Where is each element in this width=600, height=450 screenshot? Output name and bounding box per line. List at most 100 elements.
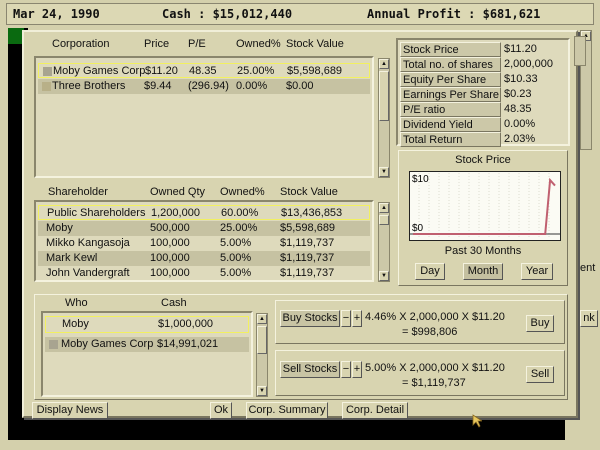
sell-decrease-button[interactable]: −: [341, 361, 351, 378]
col-shareholder: Shareholder: [48, 186, 108, 198]
stock-chart: $10 $0: [409, 171, 561, 241]
owned-qty: 100,000: [150, 267, 190, 279]
day-button[interactable]: Day: [415, 263, 445, 280]
chart-title: Stock Price: [455, 154, 511, 166]
stat-label: Earnings Per Share: [400, 87, 501, 102]
scroll-up-icon[interactable]: ▲: [379, 203, 389, 213]
corp-owned: 0.00%: [236, 80, 268, 92]
col-pe: P/E: [188, 38, 206, 50]
corp-row[interactable]: Three Brothers $9.44 (296.94) 0.00% $0.00: [38, 79, 370, 94]
stock-value: $1,119,737: [280, 267, 335, 279]
col-corporation: Corporation: [52, 38, 110, 50]
corp-header: Corporation Price P/E Owned% Stock Value: [24, 38, 384, 52]
shareholder-name: Mark Kewl: [46, 252, 98, 264]
corp-color-icon: [43, 67, 52, 76]
col-owned: Owned%: [236, 38, 281, 50]
buy-decrease-button[interactable]: −: [341, 310, 351, 327]
buy-result: = $998,806: [402, 326, 458, 338]
sell-panel: Sell Stocks − + 5.00% X 2,000,000 X $11.…: [275, 350, 565, 396]
shareholder-scrollbar[interactable]: ▲ ▼: [378, 202, 390, 282]
mouse-cursor-icon: [472, 414, 482, 428]
stat-value: 2,000,000: [504, 58, 553, 70]
shareholder-row[interactable]: Mikko Kangasoja 100,000 5.00% $1,119,737: [38, 236, 370, 251]
scroll-down-icon[interactable]: ▼: [257, 386, 267, 396]
stock-dialog: Corporation Price P/E Owned% Stock Value…: [22, 30, 586, 419]
stat-value: 48.35: [504, 103, 532, 115]
shareholder-header: Shareholder Owned Qty Owned% Stock Value: [24, 186, 384, 200]
corp-value: $0.00: [286, 80, 314, 92]
sell-formula: 5.00% X 2,000,000 X $11.20: [365, 362, 505, 374]
col-who: Who: [65, 297, 88, 309]
background-green-strip: [8, 28, 24, 44]
chart-frame: [409, 171, 561, 241]
display-news-button[interactable]: Display News: [32, 402, 108, 419]
corp-color-icon: [49, 340, 58, 349]
chart-xlabel: Past 30 Months: [444, 245, 522, 257]
buy-panel: Buy Stocks − + 4.46% X 2,000,000 X $11.2…: [275, 300, 565, 344]
shareholder-row[interactable]: Moby 500,000 25.00% $5,598,689: [38, 221, 370, 236]
background-button[interactable]: nk: [580, 310, 598, 327]
date: Mar 24, 1990: [13, 7, 100, 21]
scroll-down-icon[interactable]: ▼: [379, 271, 389, 281]
stock-stats: Stock Price $11.20 Total no. of shares 2,0…: [396, 38, 570, 147]
sell-button[interactable]: Sell: [526, 366, 554, 383]
who-row[interactable]: Moby Games Corp $14,991,021: [45, 337, 249, 352]
buy-button[interactable]: Buy: [526, 315, 554, 332]
background-label: ent: [580, 262, 596, 274]
annual-profit: Annual Profit : $681,621: [367, 7, 541, 21]
stat-label: Stock Price: [400, 42, 501, 57]
col-cash: Cash: [161, 297, 187, 309]
col-owned: Owned%: [220, 186, 265, 198]
col-price: Price: [144, 38, 170, 50]
sell-stocks-label: Sell Stocks: [280, 361, 340, 378]
stat-value: 2.03%: [504, 133, 536, 145]
corp-scrollbar[interactable]: ▲ ▼: [378, 58, 390, 178]
shareholder-row[interactable]: John Vandergraft 100,000 5.00% $1,119,737: [38, 266, 370, 281]
dialog-scroll-hint: [574, 36, 586, 66]
scroll-up-icon[interactable]: ▲: [379, 59, 389, 69]
who-cash: $14,991,021: [157, 338, 219, 350]
owned-pct: 5.00%: [220, 267, 252, 279]
month-button[interactable]: Month: [463, 263, 503, 280]
shareholder-name: Public Shareholders: [47, 207, 146, 219]
scroll-down-icon[interactable]: ▼: [379, 167, 389, 177]
buy-formula: 4.46% X 2,000,000 X $11.20: [365, 311, 505, 323]
ytick-label: $0: [412, 223, 424, 234]
stat-value: 0.00%: [504, 118, 536, 130]
buy-increase-button[interactable]: +: [352, 310, 362, 327]
col-value: Stock Value: [286, 38, 344, 50]
ok-button[interactable]: Ok: [210, 402, 232, 419]
corp-detail-button[interactable]: Corp. Detail: [342, 402, 408, 419]
shareholder-name: John Vandergraft: [46, 267, 130, 279]
stat-value: $10.33: [504, 73, 538, 85]
stat-value: $11.20: [504, 43, 537, 55]
corp-name: Moby Games Corp: [53, 65, 146, 77]
corp-row[interactable]: Moby Games Corp $11.20 48.35 25.00% $5,598,6…: [38, 63, 370, 78]
who-row[interactable]: Moby $1,000,000: [45, 316, 249, 333]
scroll-thumb[interactable]: [379, 215, 389, 225]
corp-price: $11.20: [145, 65, 178, 77]
scroll-thumb[interactable]: [257, 326, 267, 354]
year-button[interactable]: Year: [521, 263, 553, 280]
who-name: Moby: [62, 318, 89, 330]
corp-owned: 25.00%: [237, 65, 275, 77]
owned-qty: 1,200,000: [151, 207, 200, 219]
owned-pct: 5.00%: [220, 252, 252, 264]
who-scrollbar[interactable]: ▲ ▼: [256, 313, 268, 397]
cash: Cash : $15,012,440: [162, 7, 293, 21]
scroll-thumb[interactable]: [379, 71, 389, 121]
who-cash: $1,000,000: [158, 318, 214, 330]
shareholder-row[interactable]: Public Shareholders 1,200,000 60.00% $13,43…: [38, 205, 370, 220]
scroll-up-icon[interactable]: ▲: [257, 314, 267, 324]
col-owned-qty: Owned Qty: [150, 186, 206, 198]
background-shadow: [20, 418, 565, 440]
shareholder-name: Mikko Kangasoja: [46, 237, 130, 249]
shareholder-row[interactable]: Mark Kewl 100,000 5.00% $1,119,737: [38, 251, 370, 266]
corp-name: Three Brothers: [52, 80, 126, 92]
corp-summary-button[interactable]: Corp. Summary: [246, 402, 328, 419]
sell-increase-button[interactable]: +: [352, 361, 362, 378]
corp-pe: (296.94): [188, 80, 229, 92]
owned-pct: 25.00%: [220, 222, 258, 234]
status-bar: Mar 24, 1990 Cash : $15,012,440 Annual P…: [6, 3, 594, 25]
stock-value: $5,598,689: [280, 222, 336, 234]
